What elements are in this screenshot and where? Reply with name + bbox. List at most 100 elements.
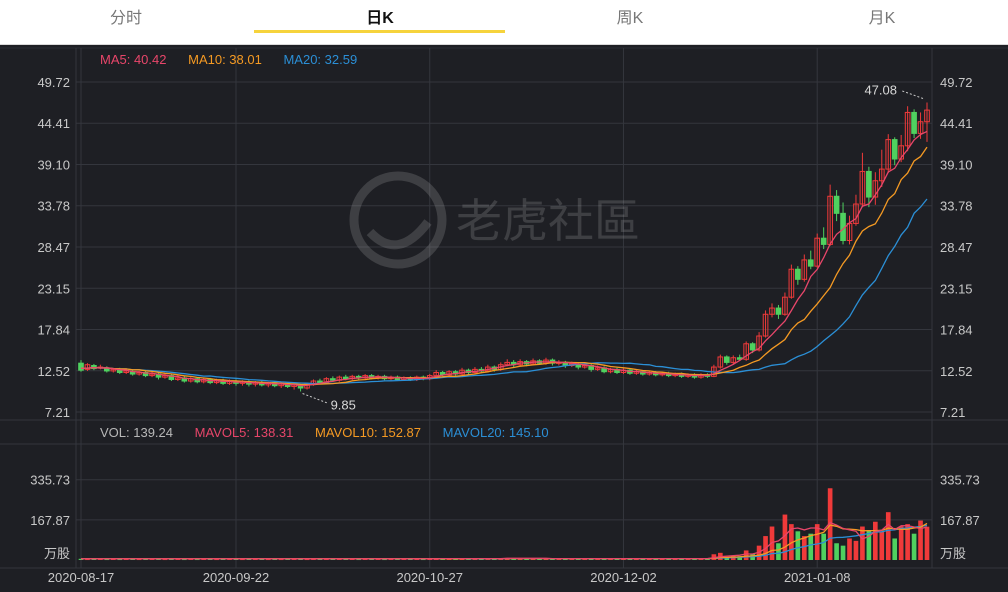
candle — [84, 363, 91, 371]
tab-intraday[interactable]: 分时 — [109, 10, 142, 27]
volume-bar — [136, 559, 142, 561]
price-tick-right: 44.41 — [940, 116, 973, 131]
tab-monthly-k[interactable]: 月K — [868, 10, 896, 27]
volume-bar — [653, 558, 659, 560]
volume-bar — [304, 559, 310, 561]
candle-body — [749, 343, 756, 351]
candle — [769, 303, 775, 318]
candle-body — [175, 377, 181, 380]
volume-bar — [885, 512, 891, 560]
volume-bar — [672, 558, 678, 560]
volume-bar — [814, 524, 820, 560]
volume-bar — [685, 558, 691, 560]
candle-body — [504, 361, 511, 366]
candle — [911, 109, 917, 139]
mavol20-legend: MAVOL20: 145.10 — [442, 425, 549, 440]
candle-body — [833, 195, 840, 214]
volume-bar — [918, 520, 923, 560]
mavol10-legend: MAVOL10: 152.87 — [315, 425, 422, 440]
volume-bar — [743, 550, 749, 560]
tab-weekly-k[interactable]: 周K — [616, 10, 644, 27]
volume-bar — [265, 559, 271, 561]
candle-body — [795, 268, 801, 280]
candle-body — [149, 373, 155, 377]
volume-bar — [782, 514, 788, 560]
volume-bar — [646, 558, 652, 560]
candle — [762, 310, 769, 338]
candle-body — [775, 307, 782, 315]
volume-bar — [278, 559, 284, 561]
price-tick-left: 28.47 — [37, 240, 70, 255]
volume-bar — [666, 558, 672, 560]
volume-tick-right: 167.87 — [940, 513, 980, 528]
volume-bar — [840, 545, 846, 560]
volume-bar — [382, 559, 387, 561]
volume-bar — [588, 558, 594, 560]
candle — [820, 227, 827, 250]
ma20-legend: MA20: 32.59 — [283, 52, 358, 67]
candle — [827, 184, 833, 246]
candle-body — [78, 362, 84, 371]
price-tick-right: 12.52 — [940, 364, 973, 379]
volume-tick-left: 335.73 — [30, 473, 70, 488]
volume-bar — [621, 558, 626, 560]
date-tick: 2021-01-08 — [784, 570, 851, 585]
candle-body — [904, 111, 911, 147]
candle — [872, 172, 879, 205]
candle — [833, 190, 840, 222]
volume-bar — [853, 540, 859, 560]
price-tick-left: 7.21 — [45, 405, 70, 420]
candle — [620, 368, 627, 375]
volume-bar — [827, 488, 833, 560]
candle-body — [801, 259, 808, 280]
volume-bar — [517, 558, 523, 560]
price-tick-right: 28.47 — [940, 240, 973, 255]
candle — [730, 355, 737, 365]
price-tick-right: 17.84 — [940, 322, 973, 337]
volume-bar — [614, 558, 620, 560]
volume-bar — [556, 558, 562, 560]
candle — [717, 354, 724, 369]
candle-body — [872, 180, 879, 198]
volume-bar — [194, 559, 200, 561]
candle-body — [859, 170, 866, 205]
period-tabs: 分时 日K 周K 月K — [0, 0, 1008, 45]
annotation-leader — [302, 393, 329, 404]
candle-body — [323, 378, 330, 384]
volume-bar — [801, 536, 807, 560]
candle — [775, 304, 782, 319]
high-annotation: 47.08 — [864, 82, 897, 97]
tab-daily-k[interactable]: 日K — [366, 10, 394, 27]
candle — [142, 370, 149, 378]
volume-tick-left: 167.87 — [30, 513, 70, 528]
volume-bar — [879, 531, 885, 560]
watermark-logo — [349, 171, 447, 269]
candle — [614, 367, 620, 375]
volume-bar — [821, 533, 826, 560]
candle — [78, 360, 84, 372]
volume-bar — [563, 558, 568, 560]
candle-body — [917, 121, 924, 134]
volume-bar — [543, 558, 549, 560]
ma20-line — [80, 198, 928, 385]
watermark-logo-ring — [349, 171, 447, 269]
active-tab-indicator — [254, 30, 505, 33]
volume-bar — [659, 558, 665, 560]
volume-bar — [627, 558, 633, 560]
volume-unit-left: 万股 — [44, 547, 70, 562]
candle-body — [924, 109, 930, 123]
volume-unit-right: 万股 — [940, 547, 966, 562]
candle-body — [123, 370, 130, 373]
watermark-logo-stripe — [366, 219, 432, 250]
volume-bar — [162, 559, 168, 561]
candle-body — [317, 380, 323, 384]
candle — [723, 355, 730, 365]
candle-body — [885, 139, 892, 170]
candle-body — [769, 307, 775, 315]
price-tick-left: 17.84 — [37, 322, 70, 337]
candle-body — [594, 367, 601, 370]
candle — [743, 341, 750, 361]
volume-bar — [240, 559, 245, 561]
volume-bar — [182, 559, 187, 561]
